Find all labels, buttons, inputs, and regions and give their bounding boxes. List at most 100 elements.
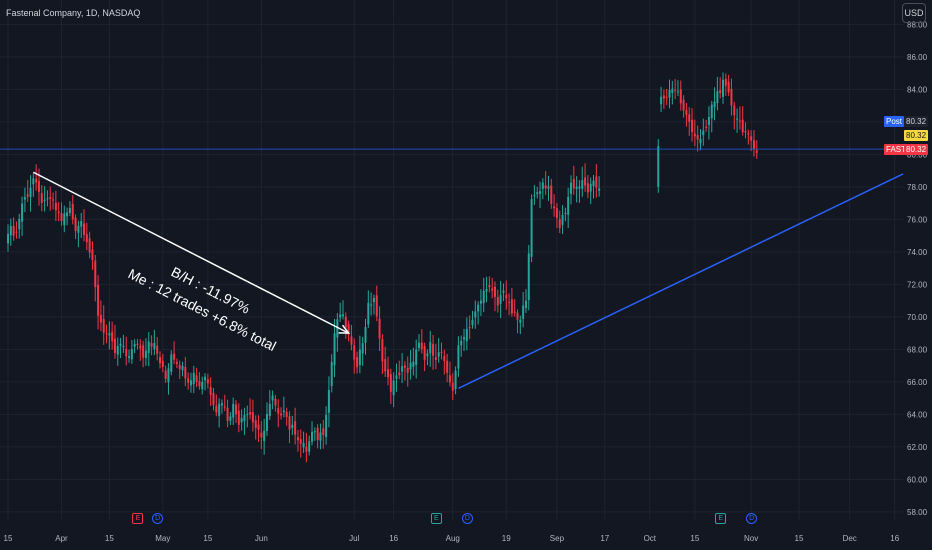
candle-body bbox=[530, 199, 533, 257]
candle-body bbox=[657, 146, 660, 187]
candle-body bbox=[392, 380, 395, 396]
candle-body bbox=[184, 366, 187, 379]
currency-button[interactable]: USD bbox=[902, 3, 926, 23]
candle-body bbox=[147, 341, 150, 353]
candle-body bbox=[113, 338, 116, 353]
candle-body bbox=[63, 213, 66, 226]
candle-body bbox=[195, 375, 198, 382]
candle-body bbox=[505, 294, 508, 299]
candle-body bbox=[105, 333, 108, 335]
candle-body bbox=[733, 105, 736, 116]
candle-body bbox=[423, 346, 426, 360]
candle-body bbox=[367, 302, 370, 325]
candle-body bbox=[738, 120, 741, 122]
candle-body bbox=[99, 314, 102, 323]
candle-body bbox=[133, 344, 136, 347]
y-tick-label: 62.00 bbox=[907, 443, 928, 452]
candle-body bbox=[249, 412, 252, 415]
candle-body bbox=[9, 226, 12, 236]
candle-body bbox=[589, 183, 592, 192]
candle-body bbox=[358, 349, 361, 366]
candle-body bbox=[37, 181, 40, 192]
candle-body bbox=[288, 416, 291, 430]
candle-body bbox=[384, 359, 387, 372]
candle-body bbox=[710, 104, 713, 119]
candle-body bbox=[274, 398, 277, 406]
x-tick-label: 15 bbox=[105, 534, 114, 543]
candle-body bbox=[206, 379, 209, 384]
candle-body bbox=[313, 431, 316, 433]
dividend-event-icon[interactable]: D bbox=[461, 513, 473, 524]
candle-body bbox=[257, 424, 260, 430]
candle-body bbox=[561, 214, 564, 225]
candle-body bbox=[586, 183, 589, 193]
x-tick-label: 15 bbox=[203, 534, 212, 543]
candle-body bbox=[747, 133, 750, 135]
candle-body bbox=[122, 345, 125, 347]
candle-body bbox=[592, 180, 595, 187]
candle-body bbox=[508, 301, 511, 303]
candle-body bbox=[175, 361, 178, 364]
candle-body bbox=[77, 225, 80, 233]
candle-body bbox=[665, 96, 668, 98]
candle-body bbox=[364, 327, 367, 343]
candle-body bbox=[398, 372, 401, 376]
candle-body bbox=[696, 135, 699, 140]
candle-body bbox=[555, 208, 558, 219]
candle-body bbox=[296, 437, 299, 441]
candle-body bbox=[237, 410, 240, 425]
candle-body bbox=[575, 186, 578, 190]
candle-body bbox=[356, 357, 359, 368]
candle-body bbox=[144, 350, 147, 358]
candle-body bbox=[7, 234, 9, 244]
x-tick-label: Jul bbox=[349, 534, 359, 543]
candle-body bbox=[437, 352, 440, 357]
candle-body bbox=[178, 364, 181, 369]
candle-body bbox=[46, 198, 49, 200]
candle-body bbox=[375, 295, 378, 317]
earnings-event-icon[interactable]: E bbox=[715, 513, 727, 524]
candle-body bbox=[119, 343, 122, 346]
candle-body bbox=[32, 178, 35, 185]
candle-body bbox=[727, 81, 730, 93]
candle-body bbox=[406, 367, 409, 373]
candle-body bbox=[370, 304, 373, 306]
candle-body bbox=[240, 418, 243, 423]
candle-body bbox=[125, 349, 128, 357]
y-tick-label: 60.00 bbox=[907, 475, 928, 484]
candle-body bbox=[457, 345, 460, 369]
earnings-event-icon[interactable]: E bbox=[430, 513, 442, 524]
candle-body bbox=[474, 311, 477, 318]
candle-body bbox=[316, 427, 319, 440]
candle-body bbox=[229, 416, 232, 421]
candle-body bbox=[268, 403, 271, 417]
candle-body bbox=[212, 392, 215, 406]
candle-body bbox=[465, 328, 468, 342]
post-tag-badge: Post bbox=[884, 116, 905, 128]
mid-value-label: 80.32 bbox=[904, 130, 929, 142]
candle-body bbox=[254, 420, 257, 428]
candle-body bbox=[94, 260, 97, 288]
candle-body bbox=[361, 343, 364, 354]
candle-body bbox=[91, 249, 94, 261]
candle-body bbox=[23, 197, 26, 200]
candle-body bbox=[128, 356, 131, 358]
candle-body bbox=[153, 343, 156, 350]
candle-body bbox=[260, 432, 263, 438]
dividend-event-icon[interactable]: D bbox=[152, 513, 164, 524]
candle-body bbox=[322, 428, 325, 436]
dividend-event-icon[interactable]: D bbox=[746, 513, 758, 524]
candle-body bbox=[130, 349, 133, 360]
candle-body bbox=[220, 403, 223, 406]
candle-body bbox=[750, 136, 753, 141]
candle-body bbox=[493, 286, 496, 297]
candle-body bbox=[584, 177, 587, 186]
y-tick-label: 74.00 bbox=[907, 248, 928, 257]
y-tick-label: 58.00 bbox=[907, 508, 928, 517]
candle-body bbox=[299, 439, 302, 444]
candle-body bbox=[263, 430, 266, 441]
earnings-event-icon[interactable]: E bbox=[132, 513, 144, 524]
candle-body bbox=[223, 406, 226, 408]
candle-body bbox=[443, 355, 446, 361]
